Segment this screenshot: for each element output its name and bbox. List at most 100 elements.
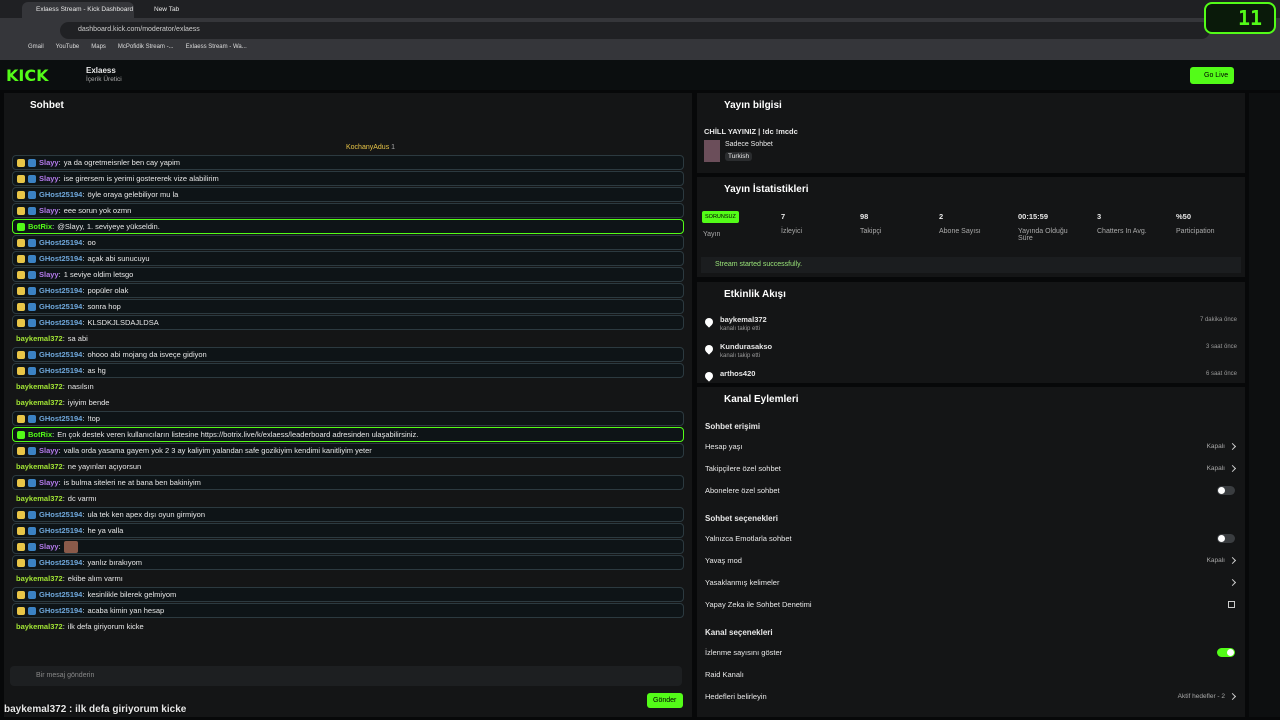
action-item[interactable]: Hesap yaşı Kapalı [705, 442, 1237, 451]
chat-message: Slayy: eee sorun yok ozmn [12, 203, 684, 218]
chevron [1228, 464, 1237, 473]
separator: : [82, 190, 85, 199]
chat-message: Slayy: is bulma siteleri ne at bana ben b… [12, 475, 684, 490]
badge [28, 446, 36, 455]
tab[interactable]: Exlaess Stream - Kick Dashboard [22, 2, 134, 18]
badge [28, 190, 36, 199]
action-control [1217, 486, 1235, 495]
username[interactable]: baykemal372 [16, 382, 63, 391]
action-item[interactable]: Hedefleri belirleyin Aktif hedefler - 2 [705, 692, 1237, 701]
username[interactable]: GHost25194 [39, 366, 83, 375]
bookmark[interactable]: Exlaess Stream - Wa... [185, 44, 247, 50]
heart-icon [703, 370, 715, 382]
action-item[interactable]: İzlenme sayısını göster [705, 648, 1235, 657]
username[interactable]: GHost25194 [39, 286, 83, 295]
action-item[interactable]: Yavaş mod Kapalı [705, 556, 1237, 565]
badge [28, 590, 36, 599]
action-label: Yapay Zeka ile Sohbet Denetimi [705, 600, 812, 609]
username[interactable]: Slayy [39, 478, 59, 487]
chat-message: GHost25194: KLSDKJLSDAJLDSA [12, 315, 684, 330]
badge [17, 558, 25, 567]
message-text: oo [87, 238, 96, 247]
bookmark[interactable]: McPofidik Stream -... [117, 44, 174, 50]
username[interactable]: Slayy [39, 542, 59, 551]
badge [28, 526, 36, 535]
username[interactable]: BotRix [28, 430, 53, 439]
badge [28, 206, 36, 215]
stats-panel: Yayın İstatistikleri SORUNSUZ Yayın 7 İzl… [697, 177, 1245, 277]
action-item[interactable]: Abonelere özel sohbet [705, 486, 1235, 495]
message-text: @Slayy, 1. seviyeye yükseldin. [57, 222, 160, 231]
bookmark[interactable]: Maps [91, 44, 106, 50]
username[interactable]: baykemal372 [16, 398, 63, 407]
username[interactable]: baykemal372 [16, 622, 63, 631]
message-text: he ya valla [87, 526, 124, 535]
action-item[interactable]: Raid Kanalı [705, 670, 1235, 679]
category: Sadece Sohbet [725, 141, 773, 148]
username[interactable]: GHost25194 [39, 414, 83, 423]
toggle[interactable] [1217, 486, 1235, 495]
chat-message: baykemal372: iyiyim bende [12, 395, 684, 410]
tab[interactable]: New Tab [154, 6, 180, 13]
event-user: baykemal372 [720, 315, 767, 324]
username[interactable]: BotRix [28, 222, 53, 231]
separator: : [82, 366, 85, 375]
username[interactable]: GHost25194 [39, 190, 83, 199]
username[interactable]: GHost25194 [39, 558, 83, 567]
bookmark[interactable]: Gmail [28, 44, 44, 50]
event-time: 6 saat önce [1205, 371, 1237, 377]
separator: : [52, 430, 55, 439]
username[interactable]: GHost25194 [39, 238, 83, 247]
username[interactable]: GHost25194 [39, 318, 83, 327]
chat-input[interactable]: Bir mesaj gönderin [10, 666, 682, 686]
chat-message: baykemal372: nasılsın [12, 379, 684, 394]
username[interactable]: GHost25194 [39, 590, 83, 599]
actions-panel: Kanal Eylemleri Sohbet erişimi Hesap yaşı… [697, 387, 1245, 717]
toggle[interactable] [1217, 534, 1235, 543]
username[interactable]: GHost25194 [39, 254, 83, 263]
username[interactable]: baykemal372 [16, 494, 63, 503]
action-item[interactable]: Yasaklanmış kelimeler [705, 578, 1237, 587]
action-item[interactable]: Yapay Zeka ile Sohbet Denetimi [705, 600, 1235, 609]
username[interactable]: baykemal372 [16, 574, 63, 583]
message-text: yanlız bırakıyom [87, 558, 143, 567]
external-icon [1228, 601, 1235, 608]
username[interactable]: GHost25194 [39, 526, 83, 535]
action-control: Kapalı [1206, 464, 1237, 473]
username[interactable]: baykemal372 [16, 462, 63, 471]
username[interactable]: GHost25194 [39, 606, 83, 615]
badge [17, 590, 25, 599]
chat-message: baykemal372: ilk defa giriyorum kicke [12, 619, 684, 634]
username[interactable]: Slayy [39, 174, 59, 183]
username[interactable]: Slayy [39, 206, 59, 215]
go-live-button[interactable]: Go Live [1190, 67, 1234, 84]
chat-message: BotRix: En çok destek veren kullanıcıları… [12, 427, 684, 442]
action-value: Kapalı [1206, 465, 1225, 472]
activity-panel: Etkinlik Akışı baykemal372 kanalı takip e… [697, 282, 1245, 383]
action-item[interactable]: Yalnızca Emotlarla sohbet [705, 534, 1235, 543]
chat-message: GHost25194: as hg [12, 363, 684, 378]
emote [63, 540, 78, 553]
username[interactable]: baykemal372 [16, 334, 63, 343]
username[interactable]: GHost25194 [39, 302, 83, 311]
stat-value: 7 [781, 212, 786, 221]
send-button[interactable]: Gönder [647, 693, 683, 708]
chat-message: Slayy: ya da ogretmeisnler ben cay yapim [12, 155, 684, 170]
separator: : [82, 526, 85, 535]
badge [28, 350, 36, 359]
toggle[interactable] [1217, 648, 1235, 657]
action-item[interactable]: Takipçilere özel sohbet Kapalı [705, 464, 1237, 473]
username[interactable]: Slayy [39, 446, 59, 455]
logo[interactable]: KICK [6, 66, 49, 85]
url-bar[interactable]: dashboard.kick.com/moderator/exlaess [60, 22, 1210, 39]
username[interactable]: GHost25194 [39, 350, 83, 359]
message-text: KLSDKJLSDAJLDSA [87, 318, 159, 327]
username[interactable]: Slayy [39, 270, 59, 279]
separator: : [62, 398, 65, 407]
chevron [1228, 556, 1237, 565]
username[interactable]: GHost25194 [39, 510, 83, 519]
bookmark[interactable]: YouTube [55, 44, 80, 50]
message-text: 1 seviye oldim letsgo [63, 270, 134, 279]
username[interactable]: Slayy [39, 158, 59, 167]
